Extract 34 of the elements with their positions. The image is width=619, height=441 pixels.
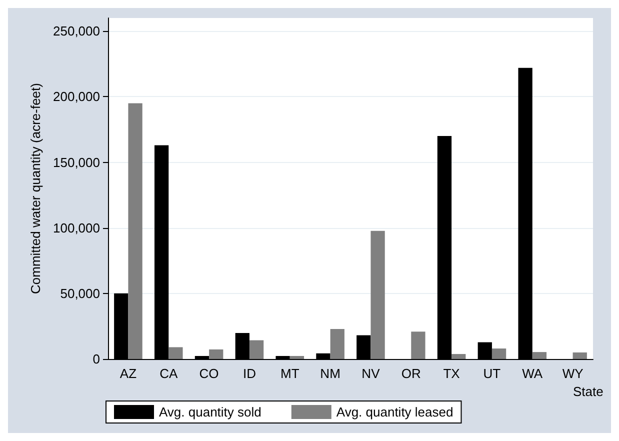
bar xyxy=(532,352,547,359)
x-tick-label: NV xyxy=(362,366,380,381)
bar xyxy=(452,354,466,359)
y-tick-label: 200,000 xyxy=(53,89,100,104)
x-tick-label: UT xyxy=(483,366,501,381)
y-axis-title: Committed water quantity (acre-feet) xyxy=(28,83,44,294)
bar xyxy=(370,230,385,359)
x-axis-title: State xyxy=(573,384,604,399)
bar xyxy=(290,356,304,359)
y-tick-label: 250,000 xyxy=(53,24,100,39)
x-tick-label: OR xyxy=(401,366,421,381)
y-tick-label: 150,000 xyxy=(53,154,100,170)
x-tick-label: MT xyxy=(280,366,300,381)
x-tick-label: AZ xyxy=(120,366,137,381)
bar xyxy=(168,347,183,359)
bar xyxy=(249,340,264,359)
x-tick-label: CO xyxy=(199,366,219,381)
bar xyxy=(492,348,506,359)
x-tick-label: NM xyxy=(320,366,340,381)
x-tick-label: CA xyxy=(160,366,178,381)
x-tick-label: WA xyxy=(522,366,543,381)
y-tick-label: 100,000 xyxy=(53,220,100,236)
x-tick-label: TX xyxy=(443,366,460,381)
bar xyxy=(411,332,426,359)
y-tick-label: 50,000 xyxy=(60,286,100,301)
legend-label: Avg. quantity leased xyxy=(336,404,454,420)
y-tick-label: 0 xyxy=(92,352,100,366)
bar xyxy=(330,328,344,359)
bar xyxy=(572,352,587,359)
bar xyxy=(209,349,224,359)
x-tick-label: ID xyxy=(242,366,256,381)
x-tick-label: WY xyxy=(562,366,584,381)
legend-label: Avg. quantity sold xyxy=(159,404,262,420)
bar xyxy=(128,103,142,359)
